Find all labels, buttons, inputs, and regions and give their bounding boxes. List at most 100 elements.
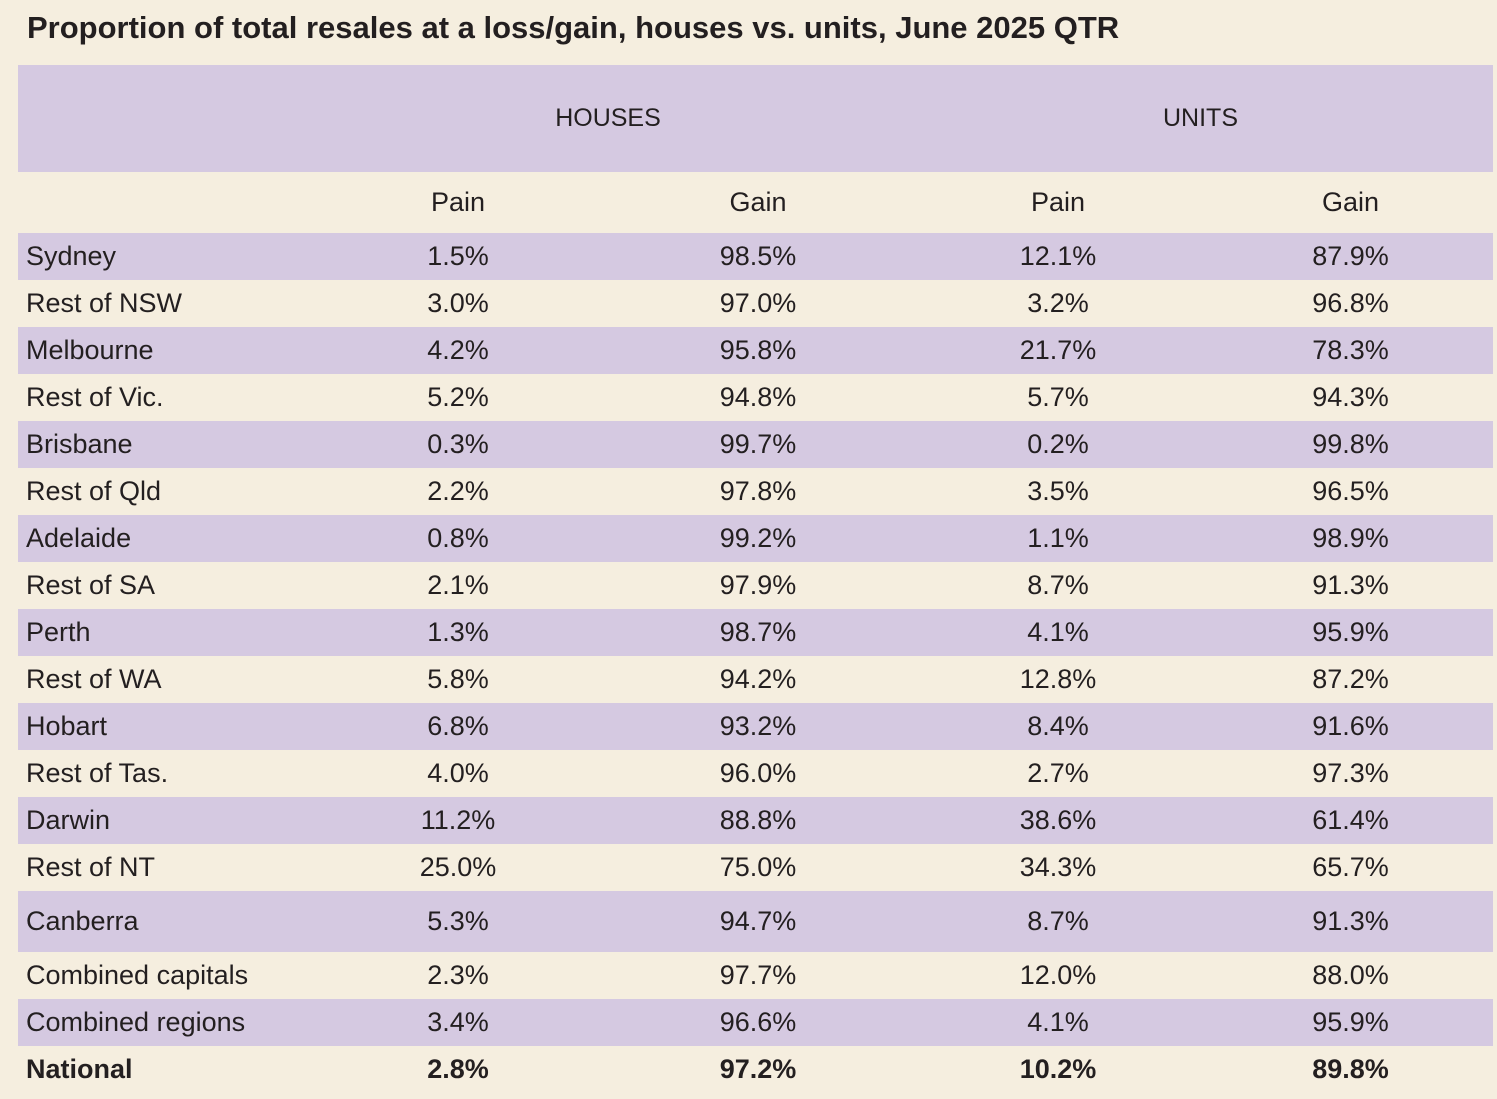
houses-gain-value: 97.9%: [719, 570, 797, 600]
region-label: Rest of Vic.: [26, 382, 164, 412]
units-pain-value: 12.8%: [1019, 664, 1097, 694]
region-label: Rest of Qld: [26, 476, 162, 506]
table-row: Rest of NT 25.0% 75.0% 34.3% 65.7%: [18, 844, 1493, 891]
table-body: Sydney 1.5% 98.5% 12.1% 87.9% Rest of NS…: [18, 233, 1493, 1093]
units-gain-value: 87.9%: [1312, 241, 1389, 271]
units-pain-value: 38.6%: [1019, 805, 1097, 835]
table-row: Sydney 1.5% 98.5% 12.1% 87.9%: [18, 233, 1493, 280]
table-row: Rest of Vic. 5.2% 94.8% 5.7% 94.3%: [18, 374, 1493, 421]
group-header-houses: HOUSES: [555, 104, 661, 132]
region-label: Rest of SA: [26, 570, 156, 600]
units-pain-value: 3.5%: [1027, 476, 1089, 506]
units-gain-value: 78.3%: [1312, 335, 1389, 365]
region-label: Canberra: [26, 906, 139, 936]
region-label: Darwin: [26, 805, 111, 835]
region-label: Perth: [26, 617, 91, 647]
houses-pain-value: 4.2%: [427, 335, 489, 365]
units-gain-value: 98.9%: [1312, 523, 1389, 553]
houses-gain-value: 94.7%: [719, 906, 797, 936]
houses-pain-value: 1.3%: [427, 617, 489, 647]
units-pain-value: 3.2%: [1027, 288, 1089, 318]
units-pain-value: 12.1%: [1019, 241, 1097, 271]
table-row: Combined capitals 2.3% 97.7% 12.0% 88.0%: [18, 952, 1493, 999]
units-gain-value: 96.8%: [1312, 288, 1389, 318]
units-pain-value: 1.1%: [1027, 523, 1089, 553]
units-pain-value: 8.4%: [1027, 711, 1089, 741]
column-header-row: Pain Gain Pain Gain: [18, 172, 1493, 233]
houses-gain-value: 88.8%: [719, 805, 797, 835]
table-row: Brisbane 0.3% 99.7% 0.2% 99.8%: [18, 421, 1493, 468]
houses-pain-value: 2.3%: [427, 960, 489, 990]
houses-pain-value: 11.2%: [420, 805, 496, 835]
houses-pain-value: 3.0%: [427, 288, 489, 318]
houses-gain-value: 97.0%: [719, 288, 797, 318]
region-label: Rest of NSW: [26, 288, 183, 318]
table-row: Melbourne 4.2% 95.8% 21.7% 78.3%: [18, 327, 1493, 374]
table-row: Canberra 5.3% 94.7% 8.7% 91.3%: [18, 891, 1493, 952]
units-pain-value: 5.7%: [1027, 382, 1089, 412]
units-pain-value: 0.2%: [1027, 429, 1089, 459]
page-title: Proportion of total resales at a loss/ga…: [27, 10, 1120, 45]
table-row: Darwin 11.2% 88.8% 38.6% 61.4%: [18, 797, 1493, 844]
houses-pain-value: 1.5%: [427, 241, 489, 271]
resales-loss-gain-table: HOUSES UNITS Pain Gain Pain Gain Sydney …: [18, 65, 1493, 1093]
houses-pain-value: 0.8%: [427, 523, 489, 553]
houses-pain-value: 5.3%: [427, 906, 489, 936]
houses-pain-value: 2.8%: [427, 1054, 489, 1084]
houses-gain-value: 95.8%: [719, 335, 797, 365]
houses-pain-value: 2.2%: [427, 476, 489, 506]
units-gain-value: 87.2%: [1312, 664, 1389, 694]
group-header-units: UNITS: [1163, 104, 1238, 132]
units-gain-value: 61.4%: [1312, 805, 1389, 835]
houses-pain-value: 4.0%: [427, 758, 489, 788]
houses-gain-value: 75.0%: [719, 852, 797, 882]
houses-gain-value: 99.2%: [719, 523, 797, 553]
units-gain-value: 97.3%: [1312, 758, 1389, 788]
table-row: Rest of Tas. 4.0% 96.0% 2.7% 97.3%: [18, 750, 1493, 797]
units-gain-value: 91.6%: [1312, 711, 1389, 741]
houses-gain-value: 97.2%: [719, 1054, 797, 1084]
houses-pain-value: 5.8%: [427, 664, 489, 694]
units-gain-value: 91.3%: [1312, 570, 1389, 600]
table-row: National 2.8% 97.2% 10.2% 89.8%: [18, 1046, 1493, 1093]
region-label: Brisbane: [26, 429, 133, 459]
units-gain-value: 88.0%: [1312, 960, 1389, 990]
region-label: Rest of WA: [26, 664, 162, 694]
houses-gain-value: 96.6%: [719, 1007, 797, 1037]
units-gain-value: 99.8%: [1312, 429, 1389, 459]
houses-pain-value: 2.1%: [427, 570, 489, 600]
table-row: Combined regions 3.4% 96.6% 4.1% 95.9%: [18, 999, 1493, 1046]
group-header-spacer: [18, 65, 308, 172]
table-row: Adelaide 0.8% 99.2% 1.1% 98.9%: [18, 515, 1493, 562]
houses-gain-value: 97.8%: [719, 476, 797, 506]
houses-pain-value: 6.8%: [427, 711, 489, 741]
region-label: Melbourne: [26, 335, 154, 365]
region-label: National: [26, 1054, 133, 1084]
units-gain-value: 96.5%: [1312, 476, 1389, 506]
group-header-row: HOUSES UNITS: [18, 65, 1493, 172]
table-row: Rest of WA 5.8% 94.2% 12.8% 87.2%: [18, 656, 1493, 703]
units-pain-value: 4.1%: [1027, 617, 1089, 647]
houses-gain-value: 94.2%: [719, 664, 797, 694]
region-label: Hobart: [26, 711, 108, 741]
table-row: Rest of NSW 3.0% 97.0% 3.2% 96.8%: [18, 280, 1493, 327]
table-row: Rest of SA 2.1% 97.9% 8.7% 91.3%: [18, 562, 1493, 609]
column-header-units-gain: Gain: [1321, 187, 1380, 217]
units-gain-value: 95.9%: [1312, 1007, 1389, 1037]
units-gain-value: 95.9%: [1312, 617, 1389, 647]
region-label: Rest of NT: [26, 852, 156, 882]
table-row: Perth 1.3% 98.7% 4.1% 95.9%: [18, 609, 1493, 656]
houses-pain-value: 0.3%: [427, 429, 489, 459]
units-pain-value: 10.2%: [1019, 1054, 1097, 1084]
region-label: Adelaide: [26, 523, 132, 553]
region-label: Combined regions: [26, 1007, 246, 1037]
table-row: Rest of Qld 2.2% 97.8% 3.5% 96.5%: [18, 468, 1493, 515]
column-header-houses-pain: Pain: [430, 187, 486, 217]
units-gain-value: 89.8%: [1312, 1054, 1389, 1084]
units-pain-value: 21.7%: [1019, 335, 1097, 365]
column-header-units-pain: Pain: [1030, 187, 1086, 217]
units-gain-value: 94.3%: [1312, 382, 1389, 412]
houses-pain-value: 5.2%: [427, 382, 489, 412]
column-header-houses-gain: Gain: [729, 187, 787, 217]
